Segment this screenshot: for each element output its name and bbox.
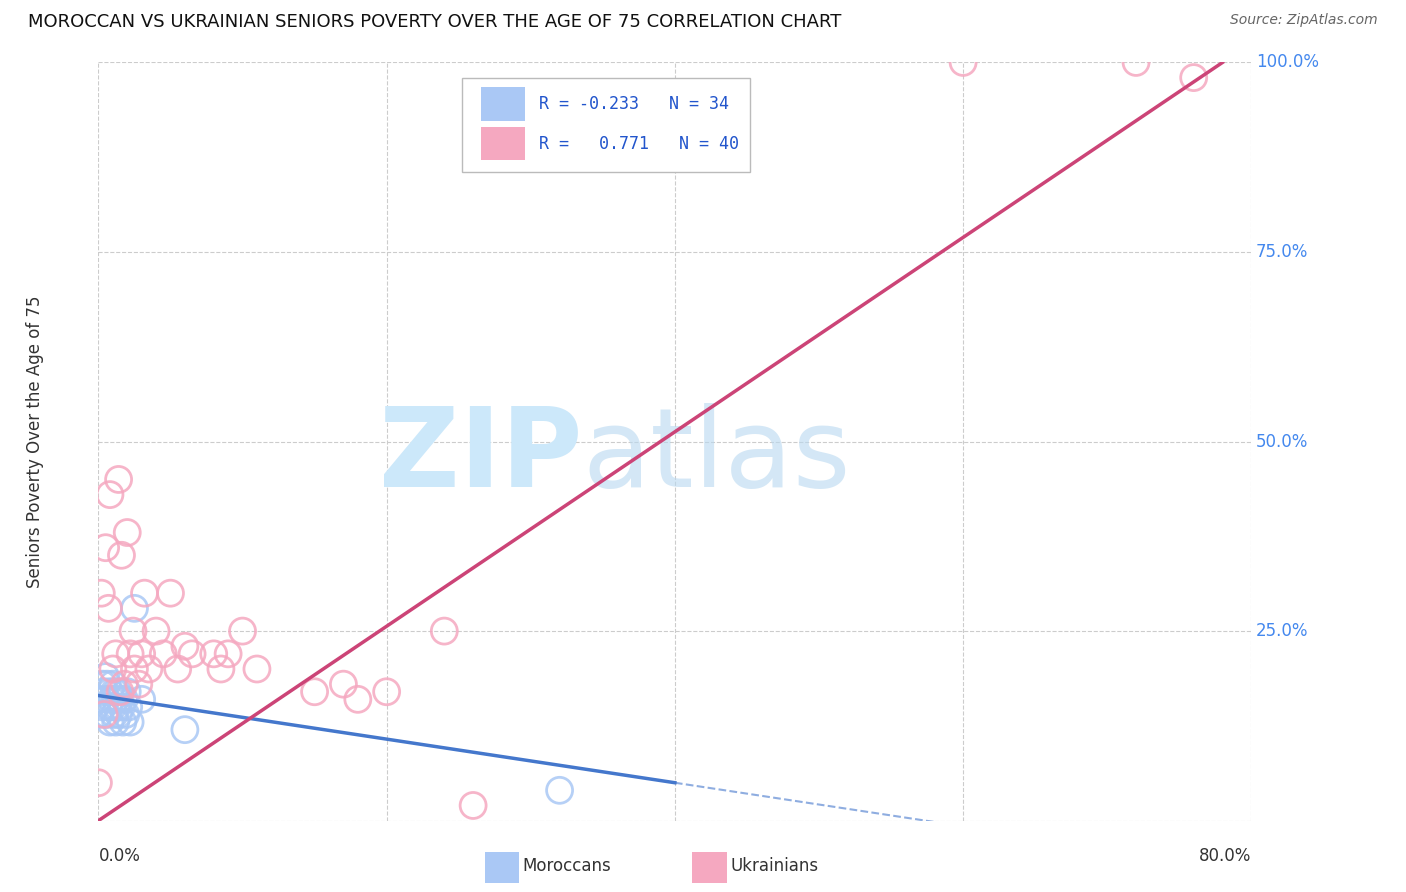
Text: 50.0%: 50.0% — [1256, 433, 1308, 450]
Point — [174, 639, 197, 653]
Point — [100, 692, 122, 706]
Point — [94, 669, 117, 683]
Point — [304, 685, 326, 699]
Point — [96, 707, 118, 722]
Text: 80.0%: 80.0% — [1199, 847, 1251, 865]
Point — [111, 715, 134, 730]
Point — [87, 707, 110, 722]
Point — [145, 624, 167, 639]
Point — [128, 677, 150, 691]
Text: atlas: atlas — [582, 403, 851, 510]
Point — [105, 699, 128, 714]
Point — [117, 685, 139, 699]
Point — [131, 692, 153, 706]
Text: Moroccans: Moroccans — [523, 857, 612, 875]
Point — [101, 699, 124, 714]
Point — [101, 677, 124, 691]
Point — [174, 723, 197, 737]
Point — [124, 662, 146, 676]
Point — [112, 692, 135, 706]
Point — [107, 473, 129, 487]
Point — [87, 692, 110, 706]
Text: MOROCCAN VS UKRAINIAN SENIORS POVERTY OVER THE AGE OF 75 CORRELATION CHART: MOROCCAN VS UKRAINIAN SENIORS POVERTY OV… — [28, 13, 842, 31]
Point — [103, 685, 125, 699]
Point — [93, 707, 115, 722]
Point — [152, 647, 174, 661]
Point — [118, 699, 141, 714]
Point — [97, 601, 120, 615]
Point — [1125, 55, 1147, 70]
Point — [104, 647, 127, 661]
Point — [209, 662, 232, 676]
Text: Ukrainians: Ukrainians — [730, 857, 818, 875]
Point — [110, 548, 132, 563]
Text: 0.0%: 0.0% — [98, 847, 141, 865]
Point — [108, 685, 131, 699]
Bar — [481, 127, 524, 161]
Point — [117, 525, 139, 540]
Text: 75.0%: 75.0% — [1256, 243, 1308, 261]
Point — [98, 715, 121, 730]
Point — [94, 541, 117, 555]
Point — [181, 647, 204, 661]
Text: ZIP: ZIP — [380, 403, 582, 510]
Point — [202, 647, 225, 661]
Point — [124, 601, 146, 615]
Point — [112, 677, 135, 691]
Point — [98, 487, 121, 501]
Text: 100.0%: 100.0% — [1256, 54, 1319, 71]
Point — [166, 662, 188, 676]
Point — [952, 55, 974, 70]
Point — [548, 783, 571, 797]
Point — [108, 692, 131, 706]
Text: R = -0.233   N = 34: R = -0.233 N = 34 — [538, 95, 728, 113]
Point — [461, 798, 484, 813]
Point — [217, 647, 239, 661]
Point — [231, 624, 254, 639]
Point — [104, 715, 127, 730]
Point — [91, 699, 114, 714]
Point — [1182, 70, 1205, 85]
Text: Source: ZipAtlas.com: Source: ZipAtlas.com — [1230, 13, 1378, 28]
Text: R =   0.771   N = 40: R = 0.771 N = 40 — [538, 135, 738, 153]
Point — [346, 692, 368, 706]
Point — [98, 685, 121, 699]
Point — [131, 647, 153, 661]
Text: Seniors Poverty Over the Age of 75: Seniors Poverty Over the Age of 75 — [25, 295, 44, 588]
Point — [105, 685, 128, 699]
Point — [110, 699, 132, 714]
Point — [120, 715, 142, 730]
Bar — [692, 853, 727, 883]
Point — [93, 685, 115, 699]
Text: 25.0%: 25.0% — [1256, 622, 1308, 640]
Point — [94, 692, 117, 706]
Point — [87, 776, 110, 790]
Point — [120, 647, 142, 661]
Point — [159, 586, 181, 600]
Point — [246, 662, 269, 676]
Point — [332, 677, 354, 691]
Point — [91, 677, 114, 691]
Point — [138, 662, 160, 676]
Point — [96, 677, 118, 691]
Point — [375, 685, 398, 699]
Point — [103, 707, 125, 722]
Point — [122, 624, 145, 639]
Point — [107, 707, 129, 722]
Bar — [485, 853, 519, 883]
Point — [90, 586, 112, 600]
Bar — [481, 87, 524, 120]
Point — [104, 692, 127, 706]
Point — [101, 662, 124, 676]
Point — [97, 699, 120, 714]
Point — [433, 624, 456, 639]
Point — [114, 707, 136, 722]
FancyBboxPatch shape — [461, 78, 749, 172]
Point — [134, 586, 156, 600]
